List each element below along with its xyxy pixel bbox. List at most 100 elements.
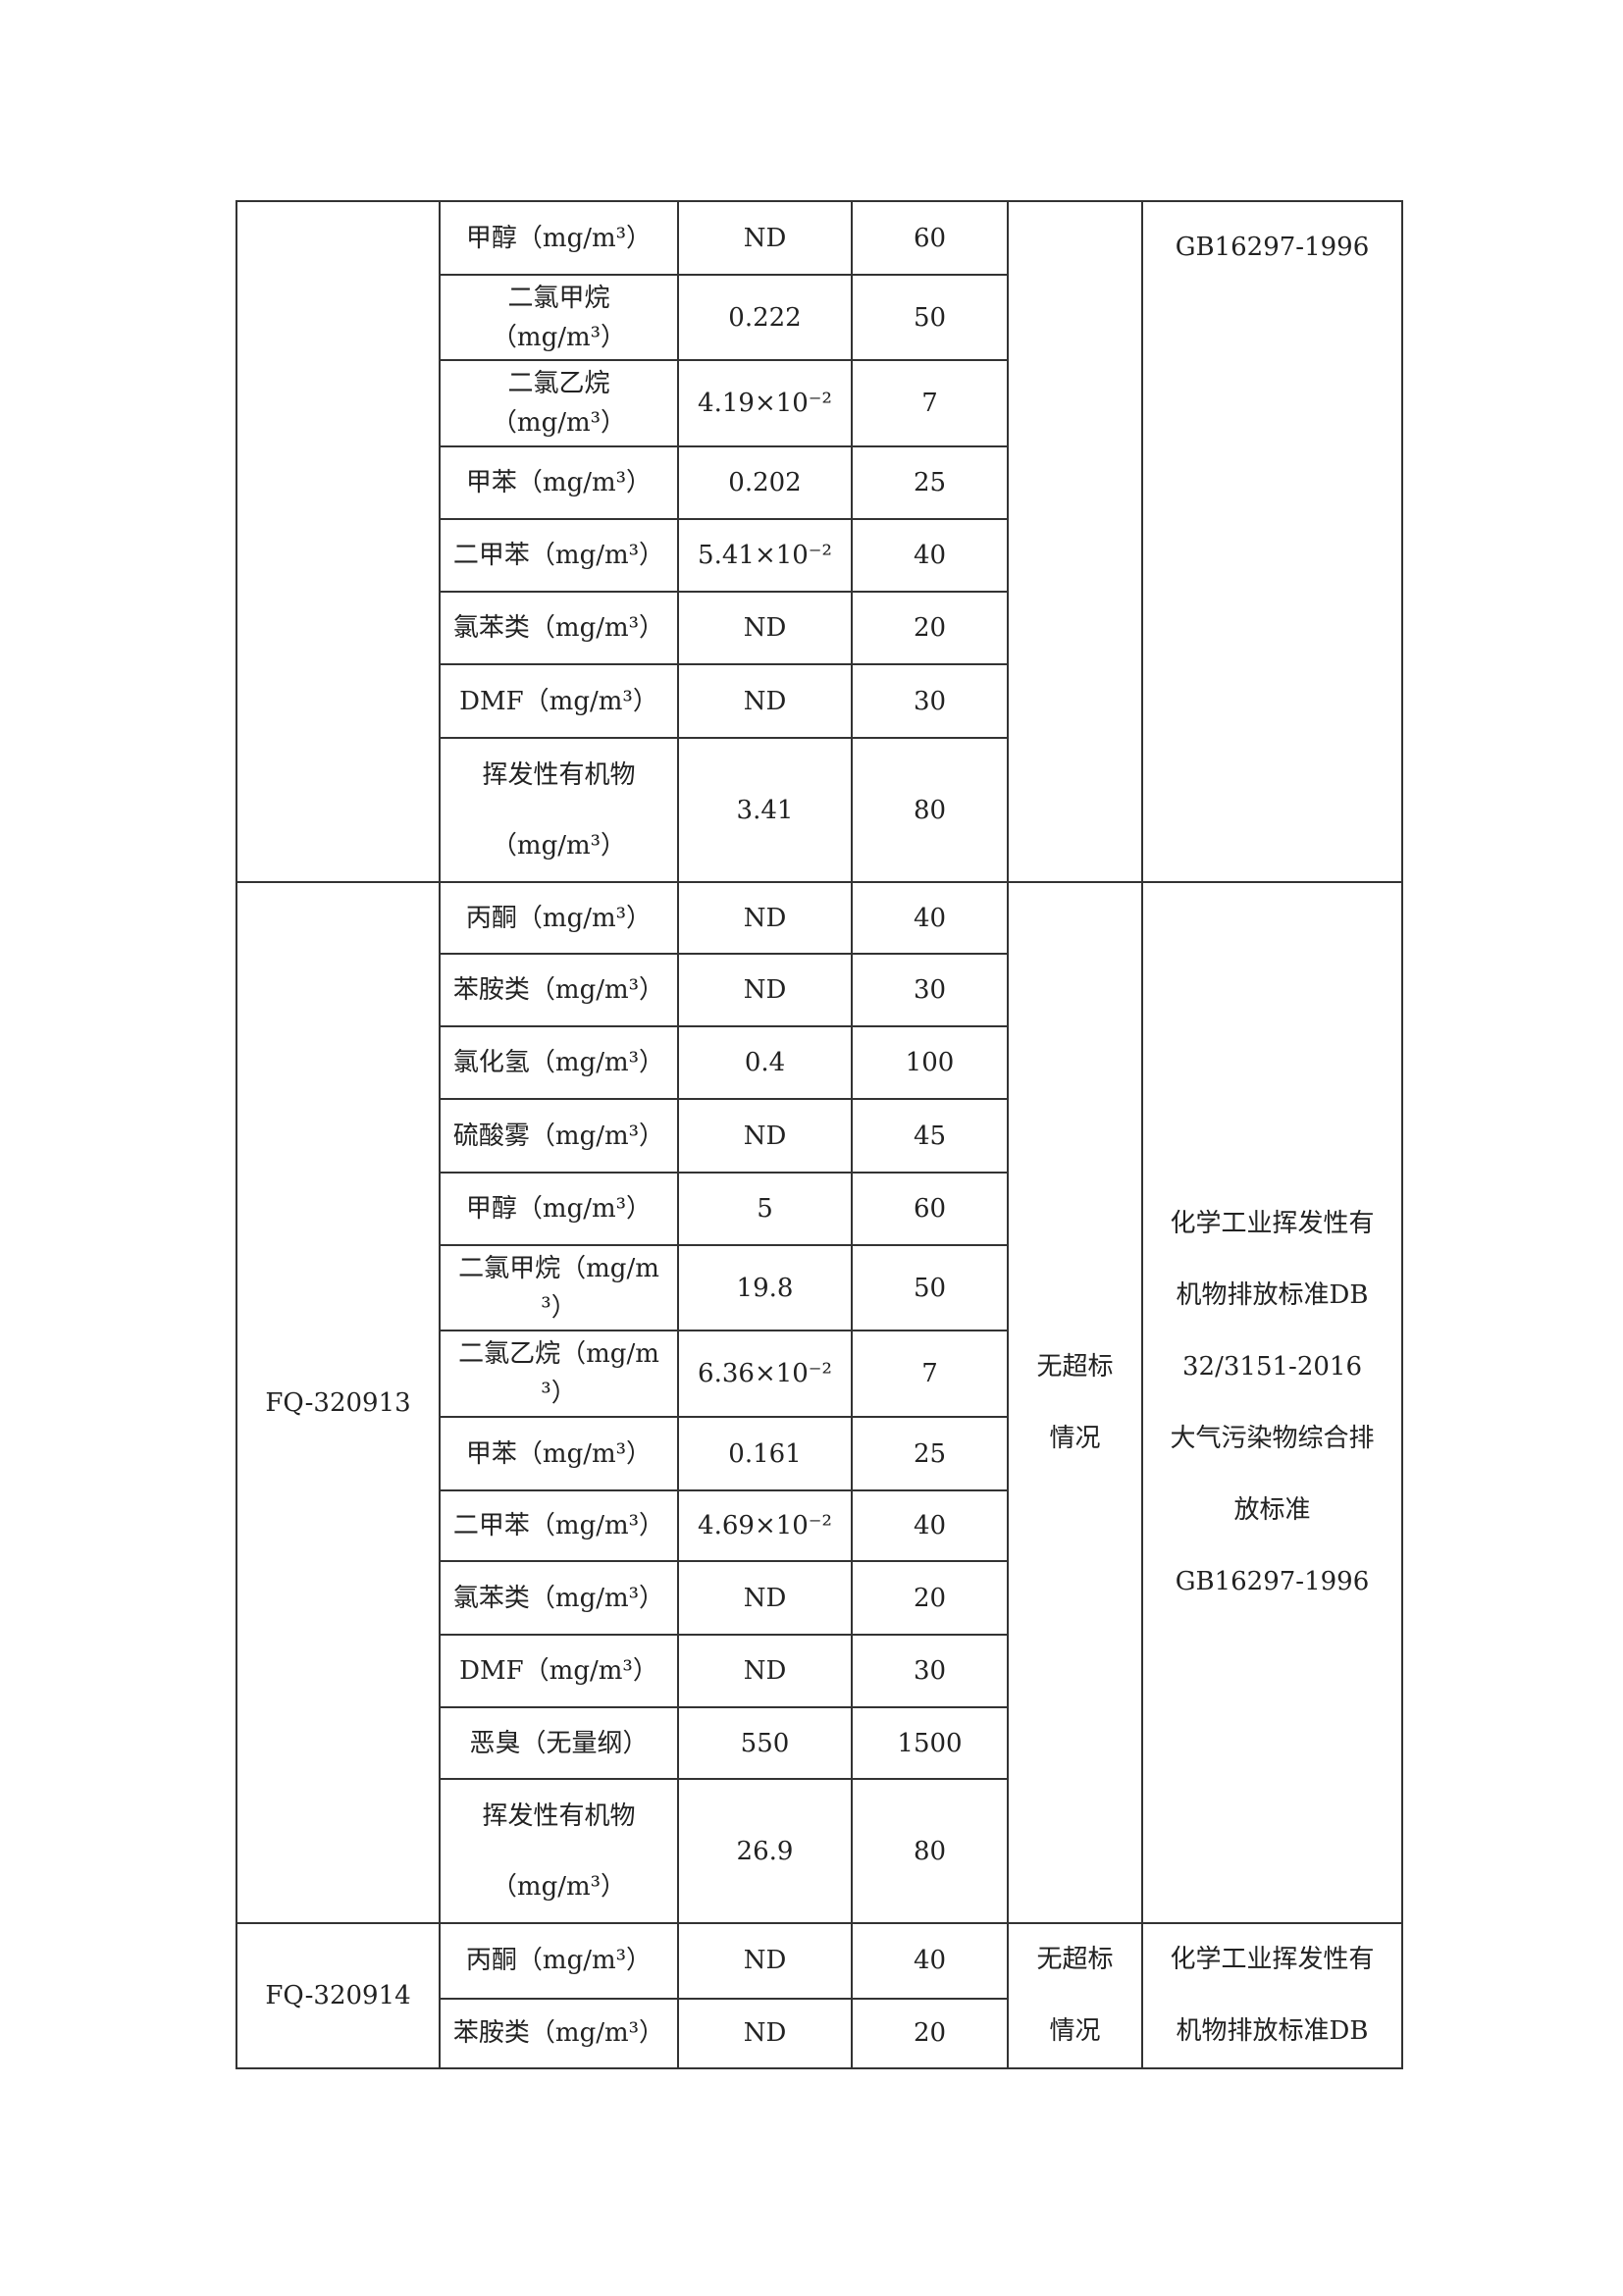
table-row: 甲醇（mg/m³） ND 60 GB16297-1996: [236, 200, 1403, 883]
limit-value-cell: 50: [851, 274, 1009, 361]
limit-value-cell: 30: [851, 663, 1009, 739]
pollutant-item-cell: 甲醇（mg/m³）: [439, 200, 679, 276]
limit-value-cell: 40: [851, 1489, 1009, 1562]
pollutant-item-cell: 甲苯（mg/m³）: [439, 1416, 679, 1491]
conclusion-cell: 无超标 情况: [1007, 1922, 1143, 2069]
limit-value-cell: 25: [851, 1416, 1009, 1491]
limit-value-cell: 40: [851, 518, 1009, 593]
outlet-id-cell: FQ-320913: [236, 881, 441, 1924]
result-value-cell: ND: [677, 1634, 853, 1708]
standard-cell: 化学工业挥发性有 机物排放标准DB 32/3151-2016 大气污染物综合排 …: [1141, 881, 1403, 1924]
outlet-id-cell: [236, 200, 441, 883]
result-value-cell: ND: [677, 1098, 853, 1174]
result-value-cell: 19.8: [677, 1244, 853, 1331]
limit-value-cell: 100: [851, 1025, 1009, 1100]
pollutant-item-cell: 恶臭（无量纲）: [439, 1706, 679, 1780]
table-row: 挥发性有机物 （mg/m³） 3.41 80: [236, 737, 1402, 883]
pollutant-item-cell: 二甲苯（mg/m³）: [439, 1489, 679, 1562]
result-value-cell: 0.161: [677, 1416, 853, 1491]
pollutant-item-cell: 氯化氢（mg/m³）: [439, 1025, 679, 1100]
limit-value-cell: 40: [851, 1922, 1009, 2000]
table-row: FQ-320914 丙酮（mg/m³） ND 40 无超标 情况 化学工业挥发性有 机物排…: [236, 1922, 1403, 2069]
pollutant-item-cell: 二氯乙烷（mg/m ³）: [439, 1330, 679, 1418]
pollutant-item-cell: 挥发性有机物 （mg/m³）: [439, 737, 679, 883]
table-row: 二氯甲烷 （mg/m³） 0.222 50: [236, 274, 1402, 361]
table-row: 甲苯（mg/m³） 0.161 25: [236, 1416, 1402, 1491]
pollutant-item-cell: 氯苯类（mg/m³）: [439, 591, 679, 665]
result-value-cell: ND: [677, 200, 853, 276]
result-value-cell: ND: [677, 591, 853, 665]
pollutant-item-cell: 二氯甲烷 （mg/m³）: [439, 274, 679, 361]
conclusion-cell: [1007, 200, 1143, 883]
result-value-cell: ND: [677, 953, 853, 1027]
table-row: 二氯乙烷 （mg/m³） 4.19×10⁻² 7: [236, 359, 1402, 447]
limit-value-cell: 20: [851, 1560, 1009, 1636]
limit-value-cell: 30: [851, 1634, 1009, 1708]
limit-value-cell: 60: [851, 1172, 1009, 1246]
result-value-cell: 5: [677, 1172, 853, 1246]
table-row: 挥发性有机物 （mg/m³） 26.9 80: [236, 1778, 1402, 1924]
result-value-cell: 4.19×10⁻²: [677, 359, 853, 447]
result-value-cell: 26.9: [677, 1778, 853, 1924]
standard-cell: 化学工业挥发性有 机物排放标准DB: [1141, 1922, 1403, 2069]
limit-value-cell: 50: [851, 1244, 1009, 1331]
result-value-cell: 5.41×10⁻²: [677, 518, 853, 593]
table-row: 氯苯类（mg/m³） ND 20: [236, 1560, 1402, 1636]
table-row: 氯化氢（mg/m³） 0.4 100: [236, 1025, 1402, 1100]
pollutant-item-cell: 丙酮（mg/m³）: [439, 1922, 679, 2000]
limit-value-cell: 80: [851, 737, 1009, 883]
result-value-cell: 0.4: [677, 1025, 853, 1100]
emission-results-table: 甲醇（mg/m³） ND 60 GB16297-1996 二氯甲烷 （mg/m³） 0.2…: [236, 200, 1403, 2070]
limit-value-cell: 1500: [851, 1706, 1009, 1780]
limit-value-cell: 40: [851, 881, 1009, 955]
limit-value-cell: 25: [851, 445, 1009, 520]
limit-value-cell: 7: [851, 359, 1009, 447]
table-row: FQ-320913 丙酮（mg/m³） ND 40 无超标 情况 化学工业挥发性有 机物排…: [236, 881, 1403, 1924]
table-row: 二氯甲烷（mg/m ³） 19.8 50: [236, 1244, 1402, 1331]
pollutant-item-cell: 甲醇（mg/m³）: [439, 1172, 679, 1246]
table-row: 苯胺类（mg/m³） ND 30: [236, 953, 1402, 1027]
pollutant-item-cell: 二甲苯（mg/m³）: [439, 518, 679, 593]
table-row: 二甲苯（mg/m³） 5.41×10⁻² 40: [236, 518, 1402, 593]
result-value-cell: ND: [677, 881, 853, 955]
limit-value-cell: 20: [851, 1997, 1009, 2070]
result-value-cell: 4.69×10⁻²: [677, 1489, 853, 1562]
limit-value-cell: 45: [851, 1098, 1009, 1174]
limit-value-cell: 7: [851, 1330, 1009, 1418]
pollutant-item-cell: DMF（mg/m³）: [439, 663, 679, 739]
table-row: 甲醇（mg/m³） 5 60: [236, 1172, 1402, 1246]
table-row: 硫酸雾（mg/m³） ND 45: [236, 1098, 1402, 1174]
pollutant-item-cell: 硫酸雾（mg/m³）: [439, 1098, 679, 1174]
pollutant-item-cell: 苯胺类（mg/m³）: [439, 953, 679, 1027]
result-value-cell: ND: [677, 1922, 853, 2000]
pollutant-item-cell: 苯胺类（mg/m³）: [439, 1997, 679, 2070]
pollutant-item-cell: 二氯甲烷（mg/m ³）: [439, 1244, 679, 1331]
limit-value-cell: 80: [851, 1778, 1009, 1924]
pollutant-item-cell: 氯苯类（mg/m³）: [439, 1560, 679, 1636]
result-value-cell: 0.222: [677, 274, 853, 361]
table-row: 二氯乙烷（mg/m ³） 6.36×10⁻² 7: [236, 1330, 1402, 1418]
table-row: DMF（mg/m³） ND 30: [236, 1634, 1402, 1708]
result-value-cell: 3.41: [677, 737, 853, 883]
table-row: 恶臭（无量纲） 550 1500: [236, 1706, 1402, 1780]
pollutant-item-cell: 挥发性有机物 （mg/m³）: [439, 1778, 679, 1924]
result-value-cell: 6.36×10⁻²: [677, 1330, 853, 1418]
result-value-cell: ND: [677, 1560, 853, 1636]
limit-value-cell: 20: [851, 591, 1009, 665]
table-row: 苯胺类（mg/m³） ND 20: [236, 1997, 1402, 2070]
result-value-cell: 0.202: [677, 445, 853, 520]
limit-value-cell: 30: [851, 953, 1009, 1027]
table-row: DMF（mg/m³） ND 30: [236, 663, 1402, 739]
result-value-cell: ND: [677, 1997, 853, 2070]
standard-cell: GB16297-1996: [1141, 200, 1403, 883]
pollutant-item-cell: 甲苯（mg/m³）: [439, 445, 679, 520]
result-value-cell: 550: [677, 1706, 853, 1780]
outlet-id-cell: FQ-320914: [236, 1922, 441, 2069]
table-row: 二甲苯（mg/m³） 4.69×10⁻² 40: [236, 1489, 1402, 1562]
conclusion-cell: 无超标 情况: [1007, 881, 1143, 1924]
limit-value-cell: 60: [851, 200, 1009, 276]
table-row: 氯苯类（mg/m³） ND 20: [236, 591, 1402, 665]
pollutant-item-cell: 二氯乙烷 （mg/m³）: [439, 359, 679, 447]
result-value-cell: ND: [677, 663, 853, 739]
pollutant-item-cell: DMF（mg/m³）: [439, 1634, 679, 1708]
